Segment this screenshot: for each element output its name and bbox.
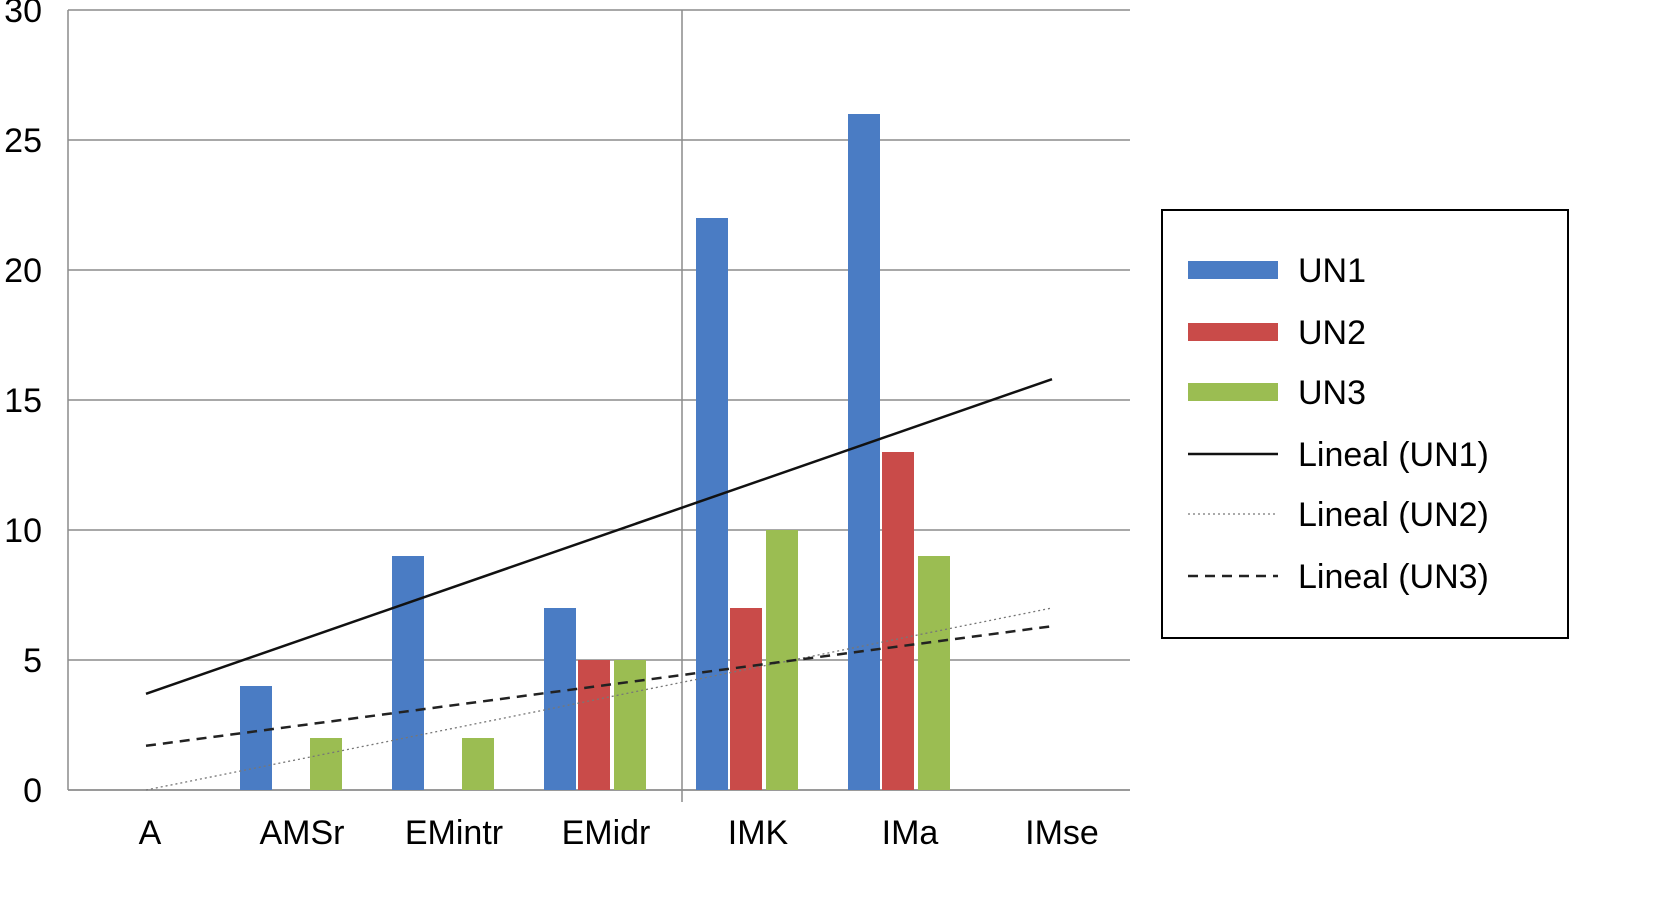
- legend-label: Lineal (UN3): [1298, 558, 1489, 596]
- x-tick-label: A: [139, 814, 162, 852]
- trendline-un1: [145, 378, 1053, 695]
- legend-swatch-un2: [1188, 323, 1278, 341]
- bar-un3: [310, 738, 342, 790]
- y-tick-label: 0: [23, 772, 42, 810]
- bar-un1: [392, 556, 424, 790]
- x-tick-label: IMa: [882, 814, 939, 852]
- y-tick-label: 10: [4, 512, 42, 550]
- bar-un1: [696, 218, 728, 790]
- bar-un1: [240, 686, 272, 790]
- y-tick-label: 15: [4, 382, 42, 420]
- bar-un3: [462, 738, 494, 790]
- y-tick-label: 5: [23, 642, 42, 680]
- trendline-un2: [145, 607, 1053, 791]
- legend-swatch-un1: [1188, 261, 1278, 279]
- legend-label: Lineal (UN1): [1298, 436, 1489, 474]
- y-tick-label: 25: [4, 122, 42, 160]
- legend-label: UN1: [1298, 252, 1366, 290]
- bar-un1: [848, 114, 880, 790]
- y-tick-label: 30: [4, 0, 42, 30]
- bar-un2: [578, 660, 610, 790]
- bar-un2: [730, 608, 762, 790]
- bar-un2: [882, 452, 914, 790]
- legend-box: [1161, 209, 1569, 639]
- x-tick-label: IMse: [1025, 814, 1099, 852]
- x-tick-label: EMintr: [405, 814, 503, 852]
- y-tick-label: 20: [4, 252, 42, 290]
- x-tick-label: IMK: [728, 814, 789, 852]
- legend-label: UN3: [1298, 374, 1366, 412]
- legend-label: Lineal (UN2): [1298, 496, 1489, 534]
- x-tick-label: EMidr: [562, 814, 651, 852]
- legend-label: UN2: [1298, 314, 1366, 352]
- bar-un3: [918, 556, 950, 790]
- bar-un1: [544, 608, 576, 790]
- x-tick-label: AMSr: [260, 814, 345, 852]
- legend-swatch-un3: [1188, 383, 1278, 401]
